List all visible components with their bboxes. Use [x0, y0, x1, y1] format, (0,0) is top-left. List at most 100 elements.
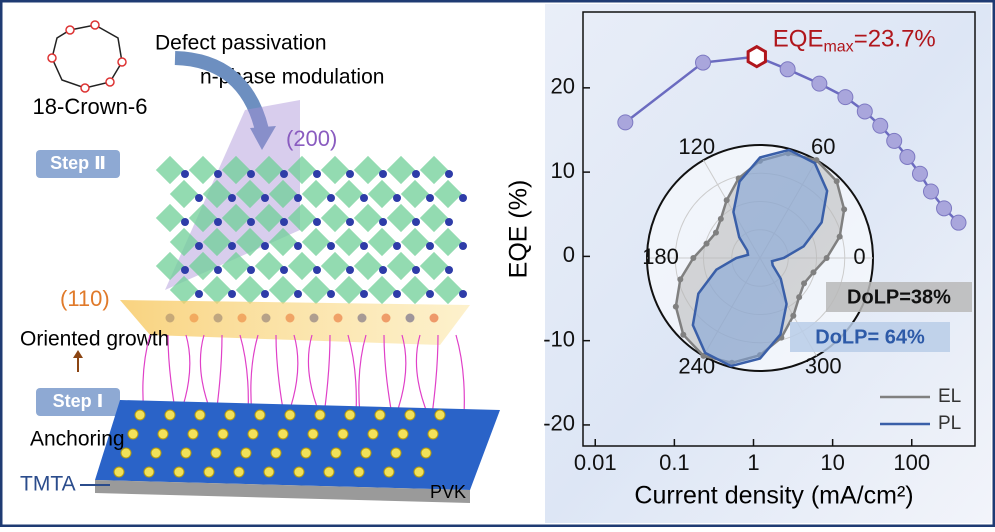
anchor [353, 466, 365, 478]
atom [412, 218, 420, 226]
marker [936, 200, 953, 217]
atom [379, 218, 387, 226]
anchor [180, 447, 192, 459]
anchor [247, 428, 259, 440]
octahedron [334, 275, 364, 305]
atom [426, 290, 434, 298]
anchor [203, 466, 215, 478]
strands [142, 334, 465, 416]
strand [395, 334, 407, 416]
atom [313, 170, 321, 178]
anchor [413, 466, 425, 478]
atom [327, 290, 335, 298]
octahedron [301, 275, 331, 305]
octahedron [433, 275, 463, 305]
y-tick-label: 0 [563, 242, 575, 267]
substrate-label: PVK [430, 482, 466, 502]
y-tick-label: 20 [551, 74, 575, 99]
growth-label: Oriented growth [20, 328, 169, 351]
atom [247, 266, 255, 274]
atom [412, 266, 420, 274]
anchor [404, 409, 416, 421]
polar-marker [813, 157, 820, 164]
anchor [263, 466, 275, 478]
atom [181, 170, 189, 178]
polar-marker [796, 294, 803, 301]
atom [393, 290, 401, 298]
atom [412, 170, 420, 178]
atom [195, 290, 203, 298]
atom [360, 194, 368, 202]
atom [280, 218, 288, 226]
atom [459, 242, 467, 250]
atom [379, 170, 387, 178]
anchor [217, 428, 229, 440]
tmta-label: TMTA [20, 473, 76, 496]
atom [261, 290, 269, 298]
anchor [150, 447, 162, 459]
anchor [284, 409, 296, 421]
polar-marker [841, 206, 848, 213]
anchor [187, 428, 199, 440]
anchor [330, 447, 342, 459]
anchor [337, 428, 349, 440]
atom [445, 170, 453, 178]
arrow-label: Defect passivation [155, 32, 327, 55]
atom [393, 242, 401, 250]
anchor [224, 409, 236, 421]
anchor [113, 466, 125, 478]
anchor [307, 428, 319, 440]
atom [327, 242, 335, 250]
atom [294, 242, 302, 250]
strand [455, 334, 465, 416]
polar-curve [691, 148, 829, 368]
anchor [157, 428, 169, 440]
annotation-box [790, 322, 950, 352]
atom [195, 194, 203, 202]
strand [415, 334, 429, 416]
marker [617, 114, 634, 131]
atom [214, 218, 222, 226]
substrate-side [95, 480, 470, 503]
strand [383, 334, 393, 416]
polar-marker [690, 255, 697, 261]
polar-marker [723, 197, 730, 204]
marker [837, 89, 854, 106]
marker [811, 75, 828, 92]
anchor [427, 428, 439, 440]
polar-marker [717, 215, 724, 222]
annotation: DoLP=38% [847, 286, 951, 308]
polar-marker [700, 352, 707, 359]
y-tick-label: -10 [543, 326, 575, 351]
polar-marker [823, 255, 830, 261]
x-tick-label: 10 [820, 450, 844, 475]
atom [459, 194, 467, 202]
molecule-label: 18-Crown-6 [33, 94, 148, 119]
atom [313, 218, 321, 226]
polar-marker [801, 280, 808, 287]
polar-marker [833, 178, 840, 185]
theta-tick-label: 60 [811, 134, 835, 159]
annotation-sub: max [823, 39, 853, 56]
atom [445, 218, 453, 226]
polar-marker [680, 331, 687, 338]
anchors [113, 409, 446, 478]
strand [347, 334, 357, 416]
anchor [383, 466, 395, 478]
anchor [194, 409, 206, 421]
marker [779, 61, 796, 78]
y-axis-label: EQE (%) [505, 180, 533, 279]
atom [228, 194, 236, 202]
atom [261, 194, 269, 202]
atom [181, 266, 189, 274]
marker [856, 103, 873, 120]
polar-marker [672, 303, 679, 310]
atom [228, 242, 236, 250]
anchor [210, 447, 222, 459]
strand [358, 334, 367, 416]
x-tick-label: 0.1 [659, 450, 690, 475]
anchor [143, 466, 155, 478]
atom [360, 290, 368, 298]
atom [247, 218, 255, 226]
